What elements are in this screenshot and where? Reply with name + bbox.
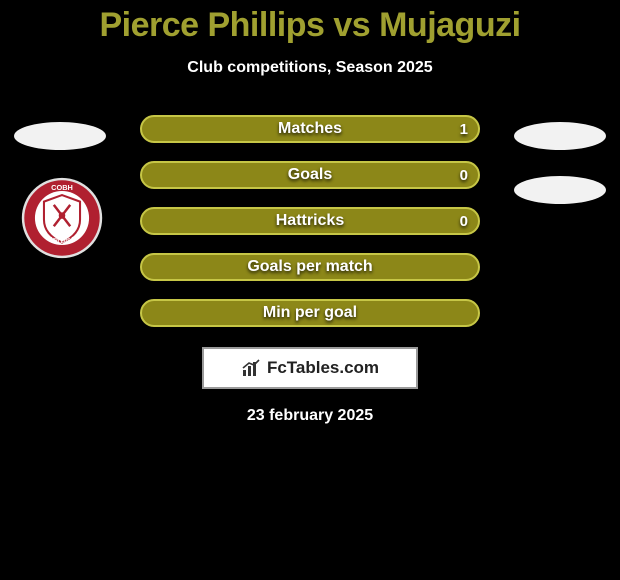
stat-label: Matches xyxy=(278,120,342,138)
stat-label: Goals xyxy=(288,166,332,184)
fctables-logo-text: FcTables.com xyxy=(267,358,379,378)
stat-label: Hattricks xyxy=(276,212,344,230)
page-title: Pierce Phillips vs Mujaguzi xyxy=(0,0,620,45)
player-left-club-badge: COBH RAMBLERS F.C. xyxy=(21,177,103,259)
subtitle: Club competitions, Season 2025 xyxy=(0,59,620,77)
date-label: 23 february 2025 xyxy=(0,407,620,425)
player-right-avatar xyxy=(514,122,606,150)
stat-row-min-per-goal: Min per goal xyxy=(140,299,480,327)
fctables-logo[interactable]: FcTables.com xyxy=(202,347,418,389)
svg-text:COBH: COBH xyxy=(51,183,73,192)
stat-value: 1 xyxy=(460,121,468,138)
stat-label: Min per goal xyxy=(263,304,357,322)
stat-label: Goals per match xyxy=(247,258,372,276)
stat-value: 0 xyxy=(460,167,468,184)
player-right-club-badge xyxy=(514,176,606,204)
stat-row-goals: Goals 0 xyxy=(140,161,480,189)
stat-row-goals-per-match: Goals per match xyxy=(140,253,480,281)
player-left-avatar xyxy=(14,122,106,150)
stat-row-hattricks: Hattricks 0 xyxy=(140,207,480,235)
stats-container: Matches 1 Goals 0 Hattricks 0 Goals per … xyxy=(140,115,480,327)
stat-row-matches: Matches 1 xyxy=(140,115,480,143)
stat-value: 0 xyxy=(460,213,468,230)
chart-icon xyxy=(241,358,261,378)
